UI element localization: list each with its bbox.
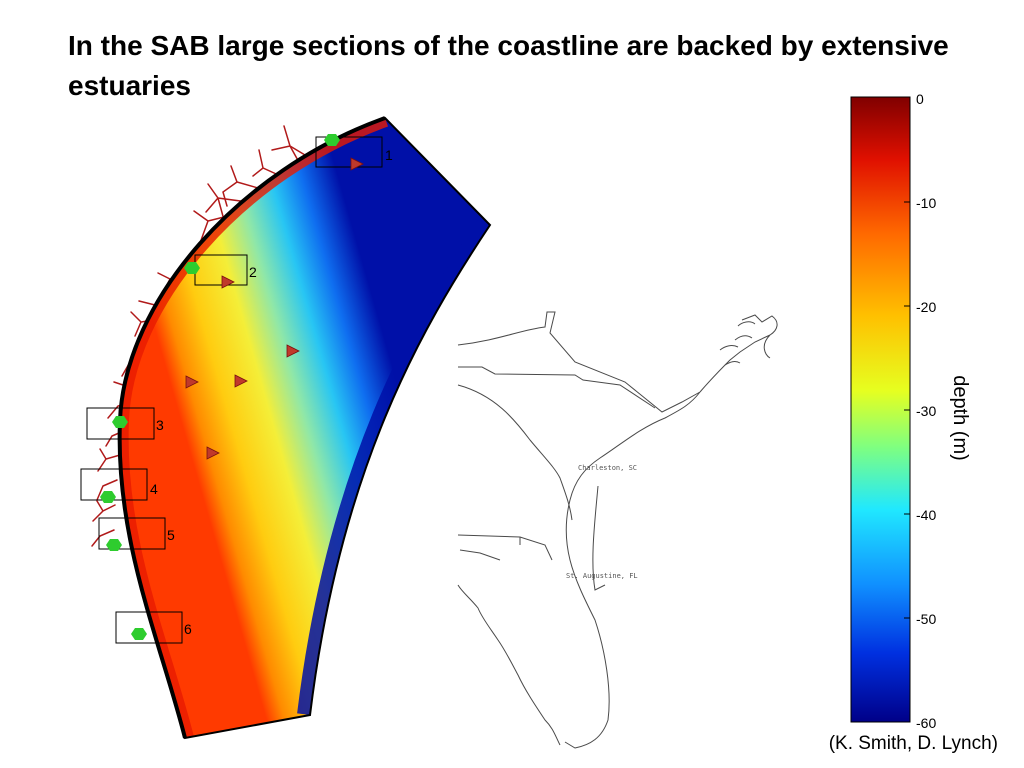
city-label-st-augustine: St. Augustine, FL [566, 572, 638, 580]
current-meter-markers [185, 157, 364, 460]
colorbar-tick-label: -40 [916, 507, 936, 523]
slide-title: In the SAB large sections of the coastli… [68, 30, 949, 101]
station-4: 4 [80, 468, 158, 503]
triangle-marker-icon [350, 157, 364, 171]
city-label-charleston: Charleston, SC [578, 464, 637, 472]
colorbar-tick-label: 0 [916, 91, 924, 107]
coastline [117, 116, 386, 739]
station-marker-hexagon-icon [112, 416, 128, 428]
colorbar-tick-label: -30 [916, 403, 936, 419]
station-label: 3 [156, 417, 164, 433]
colorbar-tick-label: -60 [916, 715, 936, 731]
station-label: 6 [184, 621, 192, 637]
triangle-marker-icon [234, 374, 248, 388]
colorbar-axis-label: depth (m) [949, 375, 971, 461]
triangle-marker-icon [206, 446, 220, 460]
colorbar-tick-label: -10 [916, 195, 936, 211]
station-3: 3 [86, 407, 164, 440]
station-marker-hexagon-icon [324, 134, 340, 146]
station-marker-hexagon-icon [100, 491, 116, 503]
colorbar-tick-label: -50 [916, 611, 936, 627]
triangle-marker-icon [286, 344, 300, 358]
triangle-marker-icon [185, 375, 199, 389]
station-label: 4 [150, 481, 158, 497]
station-label: 2 [249, 264, 257, 280]
figure-credit: (K. Smith, D. Lynch) [828, 733, 998, 754]
station-2: 2 [184, 254, 257, 286]
station-marker-hexagon-icon [106, 539, 122, 551]
colorbar-tick-label: -20 [916, 299, 936, 315]
station-5: 5 [98, 517, 175, 551]
station-marker-hexagon-icon [131, 628, 147, 640]
station-label: 5 [167, 527, 175, 543]
station-label: 1 [385, 147, 393, 163]
station-marker-hexagon-icon [184, 262, 200, 274]
triangle-marker-icon [221, 275, 235, 289]
inset-locator-map [457, 311, 778, 749]
station-6: 6 [115, 611, 192, 644]
station-1: 1 [315, 134, 393, 168]
colorbar: 0 -10 -20 -30 -40 -50 -60 depth (m) [850, 91, 971, 731]
colorbar-scale [850, 96, 911, 723]
